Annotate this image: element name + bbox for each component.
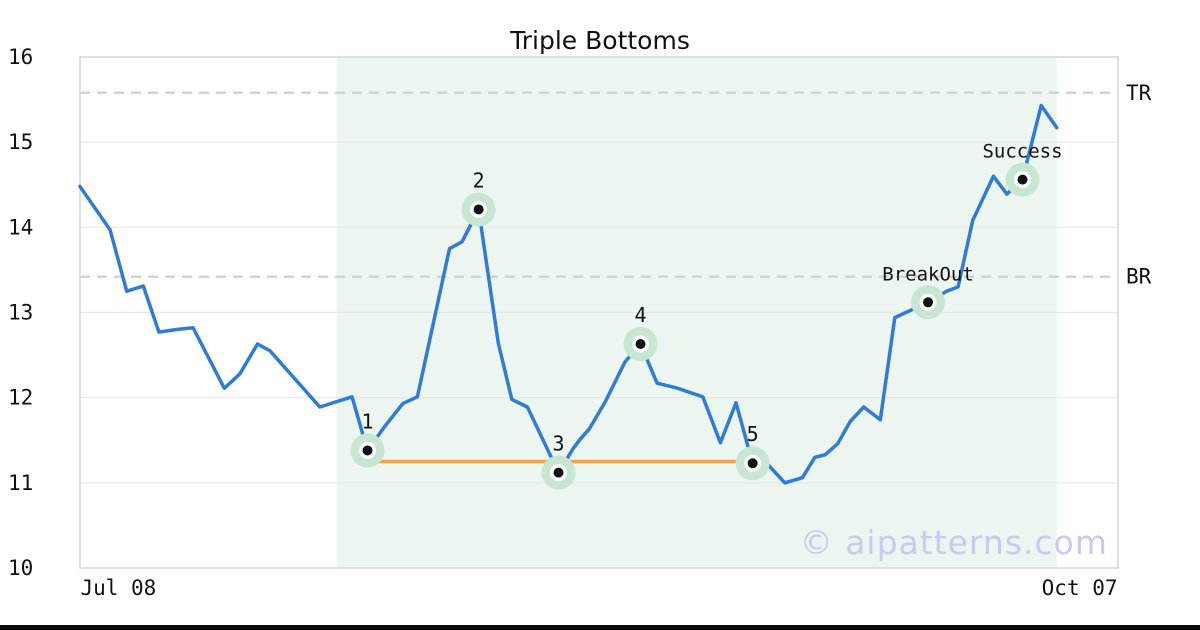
y-tick-label: 14 bbox=[8, 215, 33, 239]
annotation-success: Success bbox=[982, 141, 1062, 163]
annotation-4: 4 bbox=[634, 303, 646, 327]
marker-dot bbox=[553, 467, 564, 478]
level-label-br: BR bbox=[1126, 265, 1152, 289]
annotation-5: 5 bbox=[747, 422, 759, 446]
watermark: © aipatterns.com bbox=[799, 523, 1108, 562]
y-tick-label: 11 bbox=[8, 471, 33, 495]
price-line bbox=[78, 103, 1059, 485]
y-tick-label: 10 bbox=[8, 556, 33, 580]
marker-dot bbox=[362, 445, 373, 456]
y-tick-label: 12 bbox=[8, 386, 33, 410]
marker-dot bbox=[473, 204, 484, 215]
annotation-2: 2 bbox=[473, 168, 485, 192]
plot-border bbox=[79, 56, 1119, 569]
level-label-tr: TR bbox=[1126, 81, 1152, 105]
y-tick-label: 13 bbox=[8, 301, 33, 325]
marker-dot bbox=[1017, 174, 1028, 185]
annotation-3: 3 bbox=[552, 432, 564, 456]
bottom-bar bbox=[0, 625, 1200, 630]
x-tick-label: Jul 08 bbox=[80, 576, 156, 600]
x-tick-label: Oct 07 bbox=[1042, 576, 1118, 600]
marker-dot bbox=[747, 458, 758, 469]
annotation-breakout: BreakOut bbox=[882, 263, 974, 285]
marker-dot bbox=[635, 339, 646, 350]
chart-title: Triple Bottoms bbox=[510, 26, 690, 55]
annotation-1: 1 bbox=[362, 409, 374, 433]
marker-dot bbox=[923, 297, 934, 308]
y-tick-label: 16 bbox=[8, 45, 33, 69]
y-tick-label: 15 bbox=[8, 130, 33, 154]
